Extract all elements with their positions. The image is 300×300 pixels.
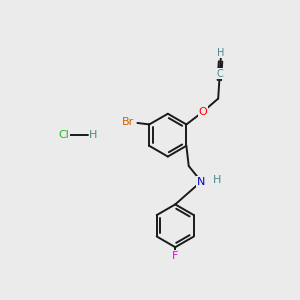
Text: H: H (212, 175, 221, 185)
Text: H: H (89, 130, 98, 140)
Text: N: N (197, 176, 206, 187)
Text: O: O (198, 107, 207, 117)
Text: C: C (216, 69, 223, 79)
Text: F: F (172, 251, 178, 261)
Text: Cl: Cl (58, 130, 69, 140)
Text: H: H (218, 47, 225, 58)
Text: Br: Br (122, 117, 134, 127)
